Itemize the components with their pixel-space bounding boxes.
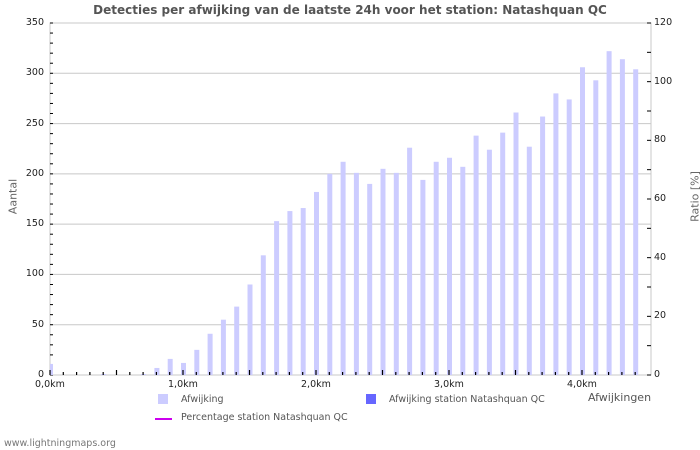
bar-afwijking	[167, 358, 173, 375]
right-tick-label: 100	[654, 75, 673, 87]
x-axis-title: Afwijkingen	[588, 391, 652, 404]
left-tick-label: 200	[25, 167, 44, 179]
bar-afwijking	[393, 172, 399, 375]
x-tick-label: 0,0km	[35, 379, 65, 390]
bar-afwijking	[606, 51, 612, 375]
legend-label-afwijking: Afwijking	[181, 394, 224, 405]
bar-afwijking	[220, 319, 226, 375]
bar-afwijking	[154, 367, 160, 375]
bar-afwijking	[274, 221, 280, 375]
bar-afwijking	[340, 161, 346, 375]
legend-swatch-afwijking	[158, 394, 168, 404]
bar-afwijking	[486, 149, 492, 375]
bar-afwijking	[287, 211, 293, 375]
bar-afwijking	[553, 93, 559, 376]
bar-afwijking	[500, 132, 506, 375]
chart-title: Detecties per afwijking van de laatste 2…	[93, 3, 607, 17]
y-axis-title-right: Ratio [%]	[688, 171, 700, 222]
bar-afwijking	[473, 135, 479, 375]
right-tick-label: 40	[654, 251, 667, 263]
bar-afwijking	[260, 255, 266, 375]
bar-afwijking	[367, 183, 373, 375]
bar-afwijking	[300, 208, 306, 375]
bar-afwijking	[633, 69, 639, 376]
left-tick-label: 300	[25, 67, 44, 79]
plot-frame	[49, 22, 652, 376]
left-tick-label: 250	[25, 117, 44, 129]
bar-afwijking	[181, 362, 186, 375]
bar-afwijking	[327, 173, 333, 375]
right-tick-label: 60	[654, 193, 667, 204]
bar-afwijking	[513, 112, 519, 375]
bar-afwijking	[353, 172, 359, 375]
right-tick-label: 20	[654, 310, 667, 322]
bar-afwijking	[50, 363, 53, 375]
bar-afwijking	[247, 284, 253, 375]
right-tick-label: 80	[654, 134, 667, 146]
x-tick-label: 1,0km	[168, 379, 198, 390]
right-tick-label: 120	[654, 17, 673, 28]
bar-afwijking	[420, 179, 426, 375]
bar-afwijking	[207, 333, 213, 375]
bar-afwijking	[460, 166, 466, 375]
bar-afwijking	[593, 80, 599, 375]
bar-afwijking	[314, 191, 319, 375]
bar-afwijking	[447, 157, 452, 375]
y-axis-title-left: Aantal	[6, 178, 20, 215]
legend-label-station: Afwijking station Natashquan QC	[389, 394, 545, 405]
left-tick-label: 100	[25, 268, 44, 280]
left-tick-label: 150	[25, 218, 44, 230]
bar-afwijking	[234, 306, 240, 375]
legend-swatch-station	[366, 394, 376, 404]
bar-afwijking	[580, 67, 585, 375]
bar-afwijking	[433, 161, 439, 375]
legend-label-percentage: Percentage station Natashquan QC	[181, 412, 348, 423]
bar-afwijking	[526, 146, 532, 375]
bar-afwijking	[540, 116, 546, 375]
left-tick-label: 350	[25, 17, 44, 28]
bar-afwijking	[407, 147, 413, 375]
bar-afwijking	[194, 349, 200, 375]
footer-source: www.lightningmaps.org	[4, 438, 116, 449]
right-tick-label: 0	[654, 369, 661, 380]
x-tick-label: 2,0km	[301, 379, 331, 390]
bar-afwijking	[380, 168, 386, 375]
legend-line-percentage	[155, 418, 172, 420]
bar-afwijking	[566, 99, 572, 375]
left-tick-label: 0	[37, 369, 44, 380]
x-tick-label: 4,0km	[567, 379, 597, 390]
x-tick-label: 3,0km	[434, 379, 464, 390]
bar-afwijking	[619, 59, 625, 375]
left-tick-label: 50	[31, 318, 44, 330]
